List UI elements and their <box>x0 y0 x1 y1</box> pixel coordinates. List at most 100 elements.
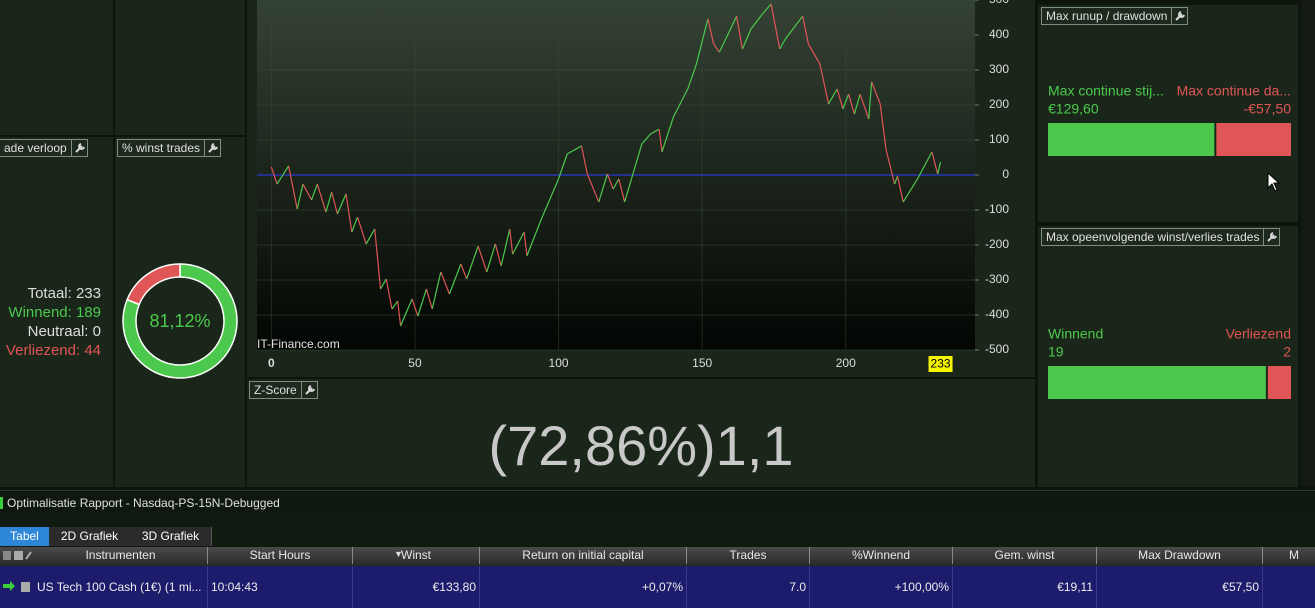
equity-segment <box>741 28 752 50</box>
equity-segment <box>351 216 359 233</box>
tab[interactable]: 3D Grafiek <box>130 527 212 546</box>
column-header[interactable]: Start Hours <box>208 547 353 564</box>
equity-segment <box>356 216 367 245</box>
equity-segment <box>762 3 772 15</box>
stat-value: 233 <box>75 285 101 302</box>
equity-segment <box>540 178 560 220</box>
report-title: Optimalisatie Rapport - Nasdaq-PS-15N-De… <box>7 496 280 510</box>
tab[interactable]: Tabel <box>0 527 50 546</box>
equity-segment <box>624 143 643 203</box>
x-marker-label: 233 <box>931 357 951 371</box>
equity-segment <box>598 173 608 203</box>
stat-value: 189 <box>75 304 101 321</box>
x-tick-label: 150 <box>692 356 712 370</box>
equity-segment <box>784 15 804 40</box>
equity-segment <box>500 228 511 267</box>
equity-segment <box>523 231 528 256</box>
panel: ade verloop Totaal: 233 Winnend: 189 Neutr… <box>0 137 113 487</box>
wrench-icon[interactable] <box>70 140 87 156</box>
stat-label: Verliezend: <box>5 342 81 359</box>
y-tick-label: 200 <box>989 97 1009 111</box>
bar-chart: Winnend 19 Verliezend 2 <box>1048 326 1291 399</box>
equity-segment <box>331 191 338 215</box>
column-header[interactable]: Instrumenten <box>34 547 208 564</box>
stat-value: 0 <box>92 323 101 340</box>
y-tick-label: -300 <box>985 272 1009 286</box>
panel: Max opeenvolgende winst/verlies trades W… <box>1038 226 1298 487</box>
donut-slice <box>126 263 181 306</box>
equity-segment <box>557 153 568 180</box>
equity-segment <box>431 271 442 310</box>
equity-segment <box>336 193 347 215</box>
donut-chart: 81,12% <box>122 263 238 379</box>
stat-label: Totaal: <box>27 285 72 302</box>
wrench-icon[interactable] <box>300 382 317 398</box>
column-header[interactable]: %Winnend <box>810 547 953 564</box>
column-header[interactable]: Gem. winst <box>953 547 1097 564</box>
stat-row: Verliezend: 44 <box>6 342 101 359</box>
table-row[interactable] <box>0 564 1315 608</box>
equity-segment <box>641 133 651 145</box>
equity-segment <box>400 298 413 327</box>
wrench-icon[interactable] <box>1263 229 1279 245</box>
panel-tag[interactable]: Z-Score <box>249 381 318 399</box>
wrench-icon[interactable] <box>204 140 220 156</box>
panel-title: Max opeenvolgende winst/verlies trades <box>1046 230 1260 244</box>
table-cell: +0,07% <box>480 566 687 608</box>
equity-segment <box>885 148 896 185</box>
column-header[interactable]: M <box>1263 547 1315 564</box>
equity-segment <box>411 298 419 317</box>
y-tick-label: -100 <box>985 202 1009 216</box>
equity-segment <box>672 88 689 118</box>
equity-segment <box>687 63 697 90</box>
equity-segment <box>902 178 919 203</box>
sort-arrow: ▼ <box>394 549 403 559</box>
equity-segment <box>618 178 626 203</box>
panel-tag[interactable]: ade verloop <box>0 139 88 157</box>
tab-bar <box>0 514 1315 547</box>
mouse-cursor <box>1267 172 1281 192</box>
equity-segment <box>466 245 479 280</box>
panel-tag[interactable]: Max runup / drawdown <box>1041 7 1189 25</box>
wrench-icon[interactable] <box>1171 8 1187 24</box>
panel-tag[interactable]: Max opeenvolgende winst/verlies trades <box>1041 228 1281 246</box>
panel <box>115 0 245 135</box>
equity-segment <box>802 15 810 45</box>
equity-segment <box>894 175 899 185</box>
bar-segment <box>1048 366 1266 399</box>
equity-segment <box>440 271 450 295</box>
equity-segment <box>311 183 318 201</box>
panel-title: % winst trades <box>122 141 201 155</box>
tab[interactable]: 2D Grafiek <box>49 527 131 546</box>
equity-segment <box>871 81 881 105</box>
panel: Z-Score (72,86%)1,1 <box>247 379 1035 487</box>
y-tick-label: 300 <box>989 62 1009 76</box>
equity-segment <box>509 228 514 255</box>
row-icons <box>3 581 30 592</box>
equity-segment <box>736 15 743 50</box>
equity-segment <box>345 193 353 233</box>
stat-row: Totaal: 233 <box>28 285 101 302</box>
column-header[interactable]: Return on initial capital <box>480 547 687 564</box>
equity-segment <box>580 145 588 175</box>
equity-segment <box>917 151 933 180</box>
stat-row: Neutraal: 0 <box>28 323 101 340</box>
legend-label: Max continue stij... <box>1048 83 1164 99</box>
donut-center-label: 81,12% <box>149 311 210 331</box>
column-header[interactable]: Trades <box>687 547 810 564</box>
equity-segment <box>425 288 433 310</box>
value-label: 19 <box>1048 344 1064 360</box>
column-header[interactable]: Winst <box>353 547 480 564</box>
equity-segment <box>658 129 663 152</box>
value-label: €129,60 <box>1048 101 1099 117</box>
bar-segment <box>1267 366 1291 399</box>
status-marker <box>0 497 3 509</box>
y-tick-label: 400 <box>989 27 1009 41</box>
column-header[interactable]: Max Drawdown <box>1097 547 1263 564</box>
y-tick-label: 100 <box>989 132 1009 146</box>
equity-segment <box>325 191 333 213</box>
equity-segment <box>374 228 382 290</box>
panel: -500 -400 -300 -200 -100 0 100 200 300 400 500 0 50 1… <box>247 0 1035 377</box>
panel-tag[interactable]: % winst trades <box>117 139 222 157</box>
equity-chart: -500 -400 -300 -200 -100 0 100 200 300 400 500 0 50 1… <box>257 0 1009 372</box>
